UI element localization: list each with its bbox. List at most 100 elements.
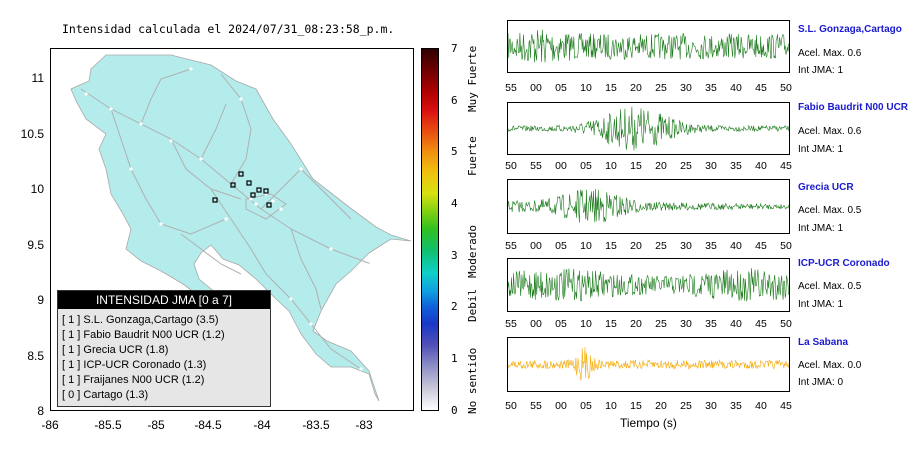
waveform-trace (507, 268, 789, 302)
colorbar-label: Fuerte (466, 136, 479, 176)
time-tick-label: 10 (580, 240, 592, 252)
time-tick-label: 05 (555, 82, 567, 94)
time-tick-label: 45 (780, 400, 792, 412)
station-intensity: Int JMA: 1 (798, 299, 844, 310)
time-tick-label: 05 (555, 318, 567, 330)
colorbar-tick: 3 (451, 249, 458, 262)
waveform-time-axis: 55 00 05 10 15 20 25 30 35 40 45 50 (505, 82, 792, 94)
time-tick-label: 40 (755, 160, 767, 172)
time-tick-label: 35 (705, 82, 717, 94)
station-markers (212, 171, 272, 208)
time-tick-label: 25 (655, 318, 667, 330)
waveform-trace (507, 347, 789, 381)
colorbar-label: Muy Fuerte (466, 45, 479, 112)
time-tick-label: 15 (605, 318, 617, 330)
waveform-time-axis: 55 00 05 10 15 20 25 30 35 40 45 50 (505, 240, 792, 252)
legend-item: [ 1 ] Fabio Baudrit N00 UCR (1.2) (62, 329, 225, 341)
time-tick-label: 15 (605, 82, 617, 94)
time-tick-label: 50 (780, 82, 792, 94)
station-name[interactable]: La Sabana (798, 337, 849, 348)
time-tick-label: 00 (530, 240, 542, 252)
map-y-tick: 10.5 (20, 127, 44, 141)
time-tick-label: 30 (705, 400, 717, 412)
colorbar-label: No sentido (466, 347, 479, 414)
time-tick-label: 05 (580, 160, 592, 172)
legend-item: [ 1 ] Fraijanes N00 UCR (1.2) (62, 374, 205, 386)
map-x-tick: -84 (253, 418, 271, 432)
time-tick-label: 30 (680, 82, 692, 94)
legend-item: [ 1 ] ICP-UCR Coronado (1.3) (62, 359, 207, 371)
waveform-trace (507, 188, 789, 223)
intensity-colorbar (421, 48, 439, 411)
station-accel: Acel. Max. 0.0 (798, 360, 862, 371)
time-tick-label: 35 (705, 240, 717, 252)
time-tick-label: 25 (655, 240, 667, 252)
map-x-tick: -83 (355, 418, 373, 432)
time-tick-label: 45 (755, 82, 767, 94)
colorbar-tick: 0 (451, 404, 458, 417)
legend-title: INTENSIDAD JMA [0 a 7] (58, 291, 270, 309)
time-tick-label: 30 (680, 318, 692, 330)
waveform-panel (507, 20, 790, 73)
map-y-tick: 9 (37, 293, 44, 307)
map-x-tick: -83.5 (302, 418, 330, 432)
colorbar-tick: 2 (451, 300, 458, 313)
road-network (80, 68, 372, 370)
costa-rica-land (70, 54, 412, 402)
waveform-time-axis: 55 00 05 10 15 20 25 30 35 40 45 50 (505, 318, 792, 330)
waveform-x-axis-title: Tiempo (s) (620, 416, 677, 430)
time-tick-label: 20 (655, 160, 667, 172)
map-title: Intensidad calculada el 2024/07/31_08:23… (62, 22, 395, 36)
station-accel: Acel. Max. 0.6 (798, 48, 862, 59)
time-tick-label: 20 (630, 240, 642, 252)
time-tick-label: 55 (505, 82, 517, 94)
colorbar-tick: 5 (451, 145, 458, 158)
time-tick-label: 45 (780, 160, 792, 172)
waveform-line (507, 347, 789, 381)
time-tick-label: 05 (555, 240, 567, 252)
time-tick-label: 50 (505, 160, 517, 172)
time-tick-label: 55 (505, 240, 517, 252)
map-y-tick: 8.5 (27, 349, 44, 363)
map-y-tick: 10 (30, 182, 44, 196)
time-tick-label: 45 (755, 318, 767, 330)
time-tick-label: 40 (755, 400, 767, 412)
colorbar-label: Debil (466, 288, 479, 322)
waveform-time-axis: 50 55 00 05 10 15 20 25 30 35 40 45 (505, 160, 792, 172)
time-tick-label: 10 (580, 82, 592, 94)
time-tick-label: 25 (680, 160, 692, 172)
station-name[interactable]: Fabio Baudrit N00 UCR (798, 102, 909, 113)
waveform-time-axis: 50 55 00 05 10 15 20 25 30 35 40 45 (505, 400, 792, 412)
time-tick-label: 00 (555, 400, 567, 412)
city-dots (84, 67, 373, 371)
station-accel: Acel. Max. 0.6 (798, 126, 862, 137)
waveform-panel (507, 258, 790, 312)
time-tick-label: 40 (730, 318, 742, 330)
time-tick-label: 10 (605, 160, 617, 172)
time-tick-label: 40 (730, 82, 742, 94)
time-tick-label: 55 (530, 160, 542, 172)
station-name[interactable]: Grecia UCR (798, 182, 854, 193)
time-tick-label: 55 (505, 318, 517, 330)
colorbar-tick: 6 (451, 94, 458, 107)
map-x-tick: -84.5 (194, 418, 222, 432)
time-tick-label: 35 (705, 318, 717, 330)
costa-rica-map-svg (70, 54, 412, 402)
waveform-trace (507, 29, 789, 63)
station-name[interactable]: ICP-UCR Coronado (798, 258, 890, 269)
time-tick-label: 50 (780, 240, 792, 252)
time-tick-label: 50 (780, 318, 792, 330)
station-name[interactable]: S.L. Gonzaga,Cartago (798, 24, 902, 35)
time-tick-label: 10 (605, 400, 617, 412)
time-tick-label: 20 (630, 82, 642, 94)
legend-item: [ 1 ] Grecia UCR (1.8) (62, 344, 169, 356)
map-x-tick: -85 (147, 418, 165, 432)
waveform-line (507, 268, 789, 302)
colorbar-tick: 4 (451, 197, 458, 210)
waveform-panel (507, 337, 790, 392)
waveform-line (507, 29, 789, 63)
legend-item: [ 0 ] Cartago (1.3) (62, 389, 149, 401)
map-x-tick: -86 (41, 418, 59, 432)
time-tick-label: 45 (755, 240, 767, 252)
waveform-panel (507, 102, 790, 155)
